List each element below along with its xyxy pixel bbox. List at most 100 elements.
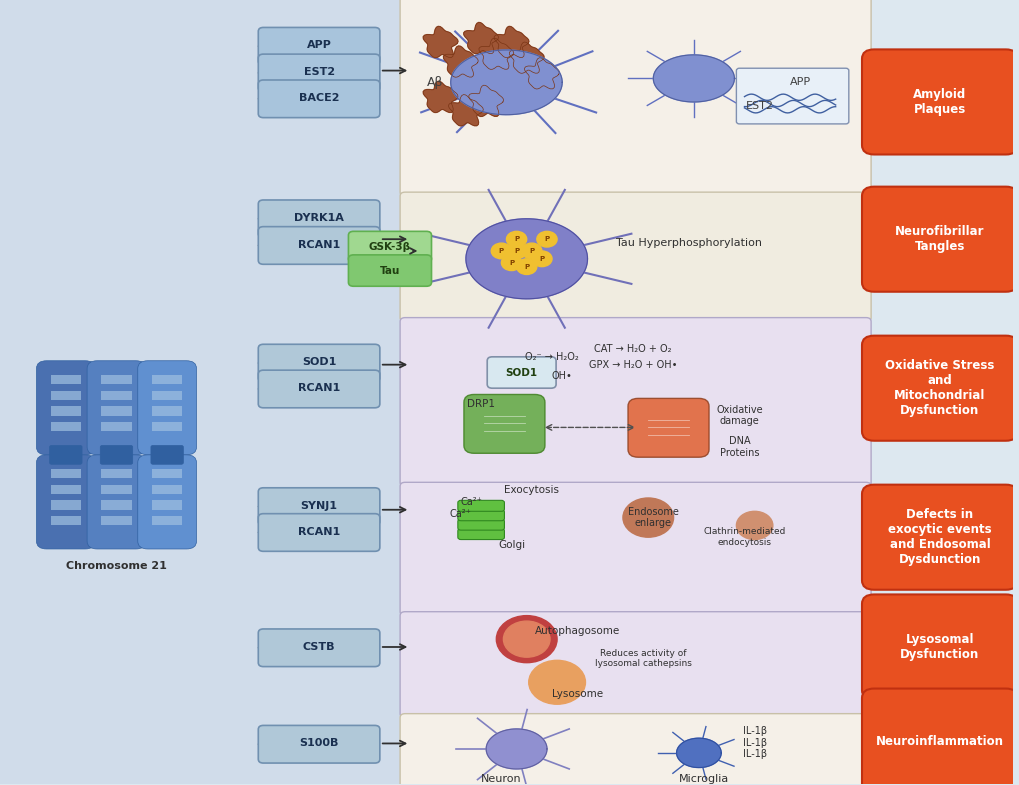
Circle shape [491, 243, 511, 259]
Polygon shape [464, 23, 498, 53]
Polygon shape [676, 738, 720, 768]
FancyBboxPatch shape [152, 484, 182, 494]
FancyBboxPatch shape [458, 500, 504, 511]
Text: Neuron: Neuron [481, 774, 521, 783]
Text: Tau: Tau [379, 265, 399, 276]
Text: Neurofibrillar
Tangles: Neurofibrillar Tangles [895, 225, 983, 254]
Text: Defects in
exocytic events
and Endosomal
Dysdunction: Defects in exocytic events and Endosomal… [888, 508, 990, 566]
Polygon shape [450, 50, 561, 115]
Text: RCAN1: RCAN1 [298, 383, 340, 393]
FancyBboxPatch shape [100, 445, 132, 464]
FancyBboxPatch shape [51, 422, 81, 431]
FancyBboxPatch shape [51, 484, 81, 494]
Text: Aβ: Aβ [427, 76, 443, 89]
Circle shape [516, 259, 536, 275]
Text: P: P [498, 248, 503, 254]
FancyBboxPatch shape [736, 68, 848, 124]
FancyBboxPatch shape [399, 482, 870, 615]
Text: Lysosomal
Dysfunction: Lysosomal Dysfunction [900, 633, 978, 661]
Polygon shape [479, 38, 514, 69]
Text: S100B: S100B [300, 739, 338, 748]
Circle shape [506, 243, 526, 259]
Text: EST2: EST2 [745, 100, 773, 111]
Text: APP: APP [789, 78, 810, 87]
FancyBboxPatch shape [861, 688, 1017, 785]
Text: Reduces activity of
lysosomal cathepsins: Reduces activity of lysosomal cathepsins [594, 649, 691, 669]
Text: P: P [514, 236, 519, 243]
FancyBboxPatch shape [399, 612, 870, 717]
FancyBboxPatch shape [101, 375, 131, 385]
Text: Golgi: Golgi [497, 540, 525, 550]
Text: RCAN1: RCAN1 [298, 239, 340, 250]
FancyBboxPatch shape [0, 0, 425, 784]
Text: BACE2: BACE2 [299, 93, 339, 103]
FancyBboxPatch shape [258, 487, 379, 525]
FancyBboxPatch shape [861, 336, 1017, 440]
FancyBboxPatch shape [487, 357, 555, 389]
Text: Amyloid
Plaques: Amyloid Plaques [912, 88, 966, 116]
Text: SOD1: SOD1 [505, 367, 537, 378]
FancyBboxPatch shape [152, 406, 182, 415]
Text: Endosome
enlarge: Endosome enlarge [628, 507, 678, 528]
FancyBboxPatch shape [138, 455, 197, 549]
FancyBboxPatch shape [258, 200, 379, 238]
FancyBboxPatch shape [258, 629, 379, 666]
FancyBboxPatch shape [258, 54, 379, 92]
Text: P: P [514, 248, 519, 254]
Text: P: P [539, 256, 544, 261]
Text: GPX → H₂O + OH•: GPX → H₂O + OH• [588, 360, 677, 370]
FancyBboxPatch shape [51, 500, 81, 509]
Text: APP: APP [307, 41, 331, 50]
Text: Ca²⁺: Ca²⁺ [449, 509, 472, 519]
Text: SYNJ1: SYNJ1 [301, 501, 337, 511]
Circle shape [528, 660, 585, 704]
FancyBboxPatch shape [101, 469, 131, 478]
FancyBboxPatch shape [152, 469, 182, 478]
Text: CAT → H₂O + O₂: CAT → H₂O + O₂ [594, 344, 672, 354]
Text: Chromosome 21: Chromosome 21 [66, 560, 167, 571]
Polygon shape [469, 86, 503, 116]
Circle shape [736, 511, 772, 539]
FancyBboxPatch shape [152, 516, 182, 525]
FancyBboxPatch shape [51, 469, 81, 478]
Text: OH•: OH• [551, 371, 572, 382]
FancyBboxPatch shape [258, 725, 379, 763]
Text: Exocytosis: Exocytosis [503, 485, 558, 495]
Polygon shape [493, 27, 529, 57]
Circle shape [501, 255, 521, 271]
Text: P: P [529, 248, 534, 254]
FancyBboxPatch shape [399, 0, 870, 196]
Text: Tau Hyperphosphorylation: Tau Hyperphosphorylation [615, 238, 761, 248]
FancyBboxPatch shape [51, 375, 81, 385]
FancyBboxPatch shape [399, 714, 870, 785]
Circle shape [536, 232, 556, 247]
FancyBboxPatch shape [258, 27, 379, 65]
FancyBboxPatch shape [101, 422, 131, 431]
Text: Ca²⁺: Ca²⁺ [460, 497, 481, 507]
FancyBboxPatch shape [37, 455, 95, 549]
Polygon shape [448, 95, 483, 126]
FancyBboxPatch shape [101, 500, 131, 509]
FancyBboxPatch shape [628, 399, 708, 457]
FancyBboxPatch shape [464, 395, 544, 453]
Circle shape [506, 232, 526, 247]
FancyBboxPatch shape [258, 227, 379, 265]
Text: P: P [544, 236, 549, 243]
FancyBboxPatch shape [87, 361, 146, 455]
FancyBboxPatch shape [101, 391, 131, 400]
Text: Oxidative Stress
and
Mitochondrial
Dysfunction: Oxidative Stress and Mitochondrial Dysfu… [884, 360, 994, 417]
FancyBboxPatch shape [258, 80, 379, 118]
Text: Microglia: Microglia [679, 774, 729, 783]
Text: Lysosome: Lysosome [551, 689, 602, 699]
Polygon shape [486, 729, 546, 769]
FancyBboxPatch shape [348, 255, 431, 287]
FancyBboxPatch shape [458, 509, 504, 520]
Text: RCAN1: RCAN1 [298, 527, 340, 537]
FancyBboxPatch shape [51, 406, 81, 415]
FancyBboxPatch shape [152, 375, 182, 385]
FancyBboxPatch shape [87, 455, 146, 549]
Text: O₂⁻ → H₂O₂: O₂⁻ → H₂O₂ [525, 352, 579, 362]
FancyBboxPatch shape [152, 500, 182, 509]
FancyBboxPatch shape [37, 361, 95, 455]
FancyBboxPatch shape [258, 345, 379, 382]
